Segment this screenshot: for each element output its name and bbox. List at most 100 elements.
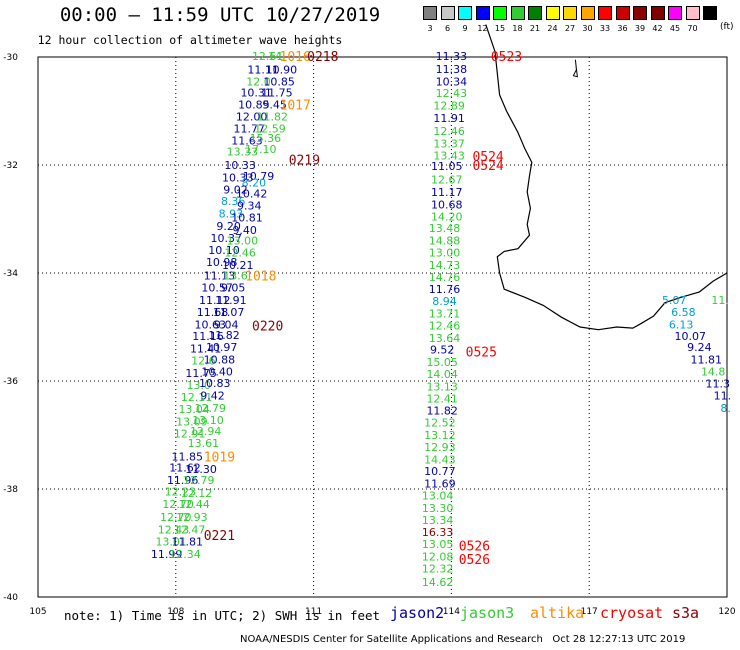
wave-height-value: 13.05	[422, 538, 454, 551]
wave-height-value: 12.89	[433, 100, 465, 113]
pass-time-label: 0219	[289, 154, 320, 169]
wave-height-value: 15.05	[426, 356, 458, 369]
wave-height-value: 12.93	[424, 441, 456, 454]
lat-tick-label: -36	[3, 377, 18, 387]
wave-height-value: 5.07	[662, 294, 687, 307]
wave-height-value: 12.67	[431, 174, 463, 187]
scale-label: 3	[427, 24, 433, 33]
legend-item-altika: altika	[530, 604, 585, 622]
wave-height-value: 9.34	[237, 200, 262, 213]
map-frame	[37, 56, 728, 598]
pass-time-label: 0218	[307, 50, 338, 65]
wave-height-value: 11.82	[257, 110, 289, 123]
scale-label: 27	[564, 24, 576, 33]
wave-height-value: 9.45	[262, 99, 287, 112]
lat-tick-label: -38	[3, 485, 18, 495]
wave-height-value: 10.97	[206, 341, 238, 354]
scale-label: 30	[582, 24, 593, 33]
wave-height-value: 12.43	[158, 524, 190, 537]
wave-height-value: 12.12	[181, 487, 213, 500]
pass-time-label: 1018	[245, 270, 276, 285]
scale-swatch	[528, 6, 542, 20]
wave-height-value: 10.33	[222, 171, 254, 184]
wave-height-value: 11.77	[234, 122, 266, 135]
scale-label: 21	[529, 24, 541, 33]
wave-height-value: 13.0	[187, 379, 212, 392]
wave-height-value: 11.07	[213, 306, 245, 319]
scale-swatch	[598, 6, 612, 20]
lat-tick-label: -34	[3, 269, 18, 279]
wave-height-value: 11.30	[185, 463, 217, 476]
wave-height-value: 11.17	[431, 186, 463, 199]
pass-time-label: 0525	[466, 345, 497, 360]
legend-item-s3a: s3a	[672, 604, 700, 622]
wave-height-value: 14.04	[426, 368, 458, 381]
scale-label: 70	[687, 24, 698, 33]
scale-swatch	[580, 6, 595, 20]
pass-time-label: 0220	[252, 319, 283, 334]
wave-height-value: 12.44	[178, 498, 210, 511]
wave-height-value: 14.43	[424, 453, 456, 466]
wave-height-value: 8.36	[221, 195, 246, 208]
color-scale-unit: (ft)	[720, 22, 734, 32]
footer-credit: NOAA/NESDIS Center for Satellite Applica…	[240, 634, 686, 645]
wave-height-value: 12.32	[422, 562, 454, 575]
wave-height-value: 11.81	[691, 353, 723, 366]
wave-height-value: 13.48	[429, 222, 461, 235]
legend-item-cryosat: cryosat	[600, 604, 664, 622]
pass-time-label: 0523	[491, 50, 522, 65]
wave-height-value: 13.04	[178, 403, 210, 416]
wave-height-value: 13.61	[188, 437, 220, 450]
wave-height-value: 10.79	[243, 170, 275, 183]
wave-height-value: 10.40	[201, 365, 233, 378]
legend-item-jason3: jason3	[460, 604, 515, 622]
wave-height-value: 9.20	[216, 220, 241, 233]
wave-height-value: 12.70	[160, 511, 192, 524]
legend-item-jason2: jason2	[390, 604, 445, 622]
wave-height-value: 10.07	[675, 330, 707, 343]
wave-height-value: 10.33	[224, 159, 256, 172]
wave-height-value: 13.34	[422, 514, 454, 527]
lon-tick-label: 108	[167, 607, 184, 617]
wave-height-value: 13.43	[433, 149, 465, 162]
wave-height-value: 14.76	[429, 271, 461, 284]
wave-height-value: 12.46	[433, 125, 465, 138]
wave-height-value: 11.11	[247, 63, 279, 76]
wave-height-value: 10.77	[424, 465, 456, 478]
scale-swatch	[650, 6, 665, 20]
wave-height-value: 10.21	[222, 259, 254, 272]
wave-height-value: 14.88	[429, 235, 461, 248]
wave-height-value: 13.71	[429, 308, 461, 321]
scale-swatch	[475, 6, 490, 20]
wave-height-value: 13.00	[227, 235, 259, 248]
wave-height-value: 11.38	[436, 63, 468, 76]
wave-height-value: 13.13	[426, 380, 458, 393]
wave-height-value: 11.91	[215, 294, 247, 307]
wave-height-value: 9.02	[223, 183, 248, 196]
wave-height-value: 13.04	[422, 490, 454, 503]
wave-height-value: 10.63	[195, 318, 227, 331]
wave-height-value: 11.99	[151, 548, 183, 561]
wave-height-value: 12.0	[246, 75, 271, 88]
wave-height-value: 10.37	[211, 232, 243, 245]
wave-height-value: 8.94	[432, 295, 457, 308]
scale-swatch	[685, 6, 700, 20]
wave-height-value: 11.	[714, 390, 732, 403]
scale-swatch	[510, 6, 525, 20]
wave-height-value: 12.70	[162, 498, 194, 511]
wave-height-value: 10.90	[266, 63, 298, 76]
scale-label: 24	[547, 24, 558, 33]
wave-height-value: 10.57	[201, 282, 233, 295]
wave-height-value: 11.33	[436, 50, 468, 63]
wave-height-value: 12.46	[224, 247, 256, 260]
wave-height-value: 10.98	[206, 256, 238, 269]
wave-height-value: 11.68	[197, 306, 229, 319]
wave-height-value: 13.00	[429, 247, 461, 260]
scale-swatch	[440, 6, 455, 20]
wave-height-value: 12.94	[190, 425, 222, 438]
pass-time-label: 1019	[204, 451, 235, 466]
wave-height-value: 12.43	[436, 87, 468, 100]
wave-height-value: 11.69	[424, 478, 456, 491]
wave-height-value: 12.23	[165, 486, 197, 499]
